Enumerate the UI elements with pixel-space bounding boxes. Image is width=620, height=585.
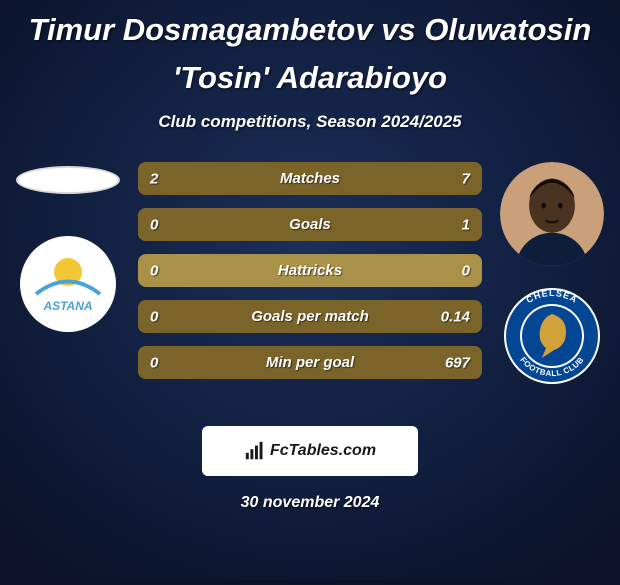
stat-value-right: 7 xyxy=(462,170,470,187)
chart-icon xyxy=(244,440,266,462)
stat-value-right: 0 xyxy=(462,262,470,279)
stat-fill-right xyxy=(214,162,482,195)
stat-value-right: 697 xyxy=(445,354,470,371)
right-club-logo: CHELSEA FOOTBALL CLUB xyxy=(502,286,602,386)
stat-label: Goals xyxy=(289,216,331,233)
svg-text:ASTANA: ASTANA xyxy=(42,299,92,313)
content-root: Timur Dosmagambetov vs Oluwatosin 'Tosin… xyxy=(0,0,620,580)
date-text: 30 november 2024 xyxy=(0,494,620,512)
brand-badge: FcTables.com xyxy=(202,426,418,476)
subtitle: Club competitions, Season 2024/2025 xyxy=(0,112,620,132)
stat-row: 0 697 Min per goal xyxy=(138,346,482,379)
astana-logo-icon: ASTANA xyxy=(18,234,118,334)
chelsea-logo-icon: CHELSEA FOOTBALL CLUB xyxy=(502,286,602,386)
left-player-avatar-placeholder xyxy=(16,166,120,194)
brand-text: FcTables.com xyxy=(270,442,376,460)
stat-row: 0 1 Goals xyxy=(138,208,482,241)
stat-value-left: 0 xyxy=(150,216,158,233)
stat-value-left: 0 xyxy=(150,262,158,279)
stat-value-right: 1 xyxy=(462,216,470,233)
stat-label: Min per goal xyxy=(266,354,354,371)
stat-row: 2 7 Matches xyxy=(138,162,482,195)
left-player-column: ASTANA xyxy=(8,162,128,334)
stat-row: 0 0 Hattricks xyxy=(138,254,482,287)
stat-label: Hattricks xyxy=(278,262,342,279)
left-club-logo: ASTANA xyxy=(18,234,118,334)
stat-value-right: 0.14 xyxy=(441,308,470,325)
stat-value-left: 0 xyxy=(150,308,158,325)
comparison-area: ASTANA xyxy=(0,162,620,412)
right-player-avatar xyxy=(500,162,604,266)
stat-label: Goals per match xyxy=(251,308,369,325)
stat-label: Matches xyxy=(280,170,340,187)
right-player-column: CHELSEA FOOTBALL CLUB xyxy=(492,162,612,386)
player-avatar-icon xyxy=(500,162,604,266)
page-title: Timur Dosmagambetov vs Oluwatosin 'Tosin… xyxy=(0,0,620,102)
stats-list: 2 7 Matches 0 1 Goals 0 0 Hattricks 0 0.14 Goals pe… xyxy=(138,162,482,379)
stat-row: 0 0.14 Goals per match xyxy=(138,300,482,333)
stat-value-left: 0 xyxy=(150,354,158,371)
stat-value-left: 2 xyxy=(150,170,158,187)
